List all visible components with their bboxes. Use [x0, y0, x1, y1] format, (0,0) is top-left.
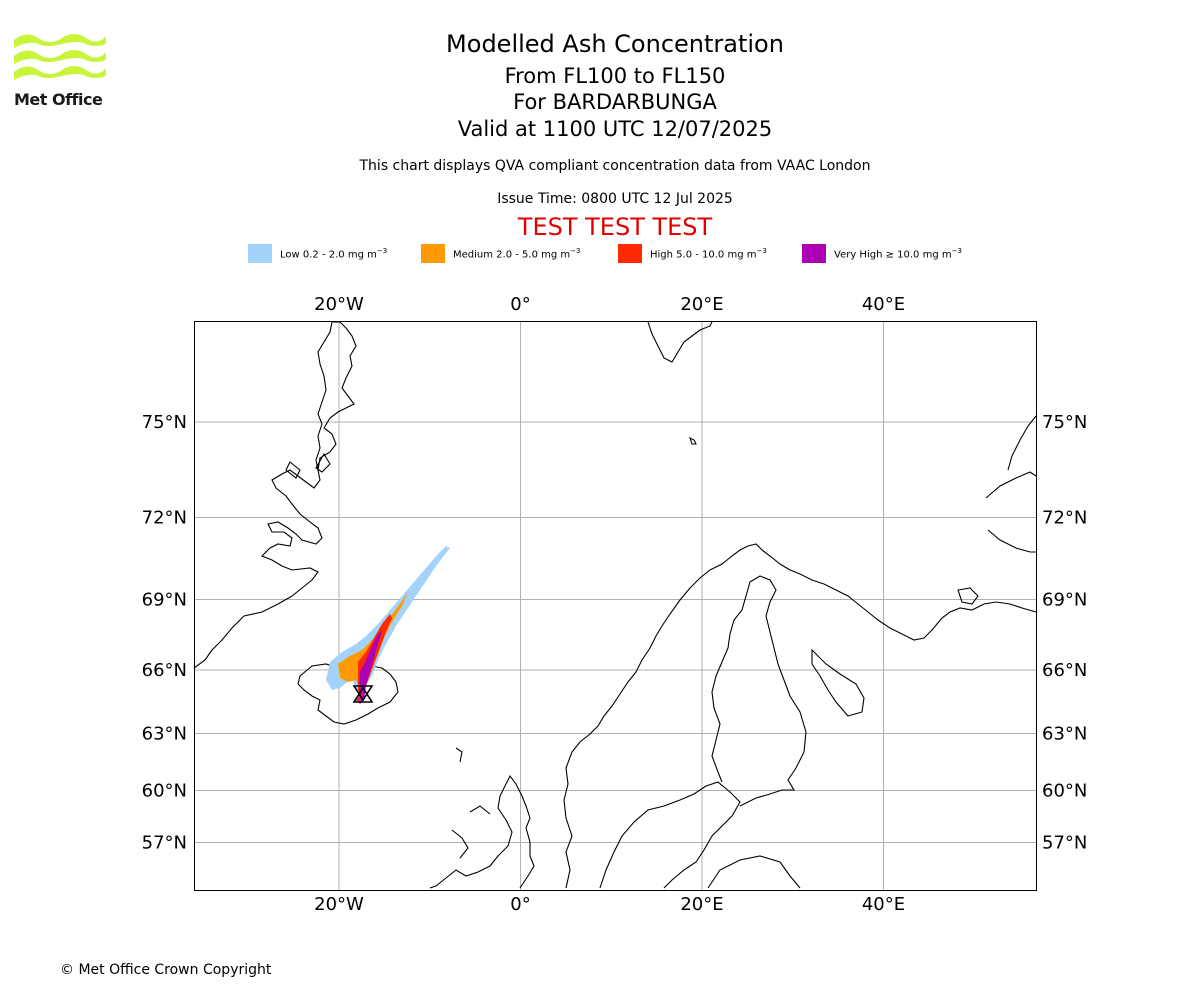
- legend-swatch-medium: [421, 244, 445, 263]
- lon-tick-label-top: 0°: [510, 294, 530, 315]
- chart-description: This chart displays QVA compliant concen…: [359, 158, 871, 174]
- lat-tick-label-right: 69°N: [1042, 590, 1087, 611]
- ash-plume: [326, 546, 450, 704]
- issue-time: Issue Time: 0800 UTC 12 Jul 2025: [497, 191, 733, 207]
- lon-tick-label-bottom: 20°E: [680, 894, 723, 915]
- lat-tick-label-left: 75°N: [142, 412, 187, 433]
- lat-tick-label-left: 63°N: [142, 724, 187, 745]
- scandinavia-coast: [429, 543, 1037, 889]
- lon-tick-label-bottom: 20°W: [314, 894, 364, 915]
- logo-text: Met Office: [14, 90, 103, 109]
- tick-labels: 20°W 20°W 0° 0° 20°E 20°E 40°E 40°E 75°N 75°N 72°N…: [142, 294, 1088, 915]
- svalbard-coast: [647, 321, 713, 363]
- legend-label-high: High 5.0 - 10.0 mg m−3: [650, 247, 767, 261]
- lat-tick-label-right: 57°N: [1042, 833, 1087, 854]
- lon-tick-label-top: 20°E: [680, 294, 723, 315]
- legend-swatch-low: [248, 244, 272, 263]
- copyright: © Met Office Crown Copyright: [60, 962, 272, 978]
- met-office-logo: Met Office: [14, 30, 110, 112]
- legend-swatch-high: [618, 244, 642, 263]
- volcano-marker-icon: [352, 685, 374, 703]
- met-office-waves-icon: [14, 34, 106, 80]
- legend: Low 0.2 - 2.0 mg m−3 Medium 2.0 - 5.0 mg…: [0, 244, 1200, 264]
- lat-tick-label-right: 72°N: [1042, 508, 1087, 529]
- lat-tick-label-right: 75°N: [1042, 412, 1087, 433]
- lat-tick-label-left: 69°N: [142, 590, 187, 611]
- legend-label-medium: Medium 2.0 - 5.0 mg m−3: [453, 247, 581, 261]
- lat-tick-label-right: 60°N: [1042, 781, 1087, 802]
- greenland-coast: [193, 321, 357, 669]
- lat-tick-label-left: 72°N: [142, 508, 187, 529]
- lon-tick-label-bottom: 0°: [510, 894, 530, 915]
- chart-title: Modelled Ash Concentration: [446, 30, 784, 58]
- coastlines: [193, 321, 1037, 889]
- test-banner: TEST TEST TEST: [517, 213, 713, 241]
- legend-swatch-very-high: [802, 244, 826, 263]
- map-frame: [194, 321, 1037, 891]
- lat-tick-label-left: 66°N: [142, 660, 187, 681]
- legend-label-very-high: Very High ≥ 10.0 mg m−3: [834, 247, 962, 261]
- legend-label-low: Low 0.2 - 2.0 mg m−3: [280, 247, 388, 261]
- lat-tick-label-right: 63°N: [1042, 724, 1087, 745]
- flight-levels: From FL100 to FL150: [504, 64, 726, 88]
- valid-time: Valid at 1100 UTC 12/07/2025: [457, 117, 773, 141]
- lon-tick-label-top: 40°E: [862, 294, 905, 315]
- lat-tick-label-right: 66°N: [1042, 660, 1087, 681]
- volcano-name: For BARDARBUNGA: [513, 90, 717, 114]
- lon-tick-label-top: 20°W: [314, 294, 364, 315]
- lon-tick-label-bottom: 40°E: [862, 894, 905, 915]
- lat-tick-label-left: 60°N: [142, 781, 187, 802]
- lat-tick-label-left: 57°N: [142, 833, 187, 854]
